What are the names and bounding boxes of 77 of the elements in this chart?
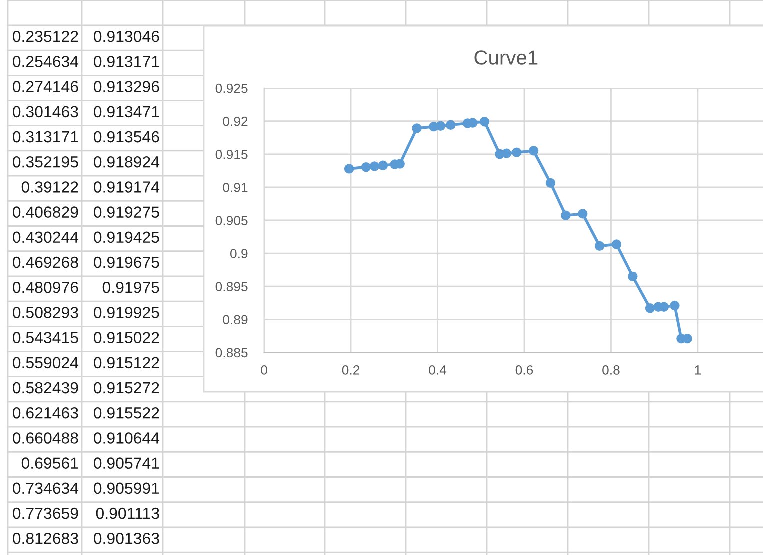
point	[480, 116, 490, 127]
y-tick-label: 0.91	[223, 183, 248, 192]
text: 0.621463	[13, 407, 78, 419]
point	[612, 240, 622, 250]
point	[446, 120, 456, 130]
y-tick-label: 0.885	[216, 348, 248, 358]
y-tick-label: 0.905	[216, 216, 248, 226]
text: 0.313171	[13, 131, 78, 143]
text: 0.352195	[13, 156, 78, 168]
y-tick-label: 0.9	[230, 249, 248, 258]
text: 0.235122	[13, 30, 78, 42]
point	[512, 148, 522, 158]
text: 0.734634	[13, 482, 79, 494]
x-tick-label: 0.6	[516, 366, 534, 375]
point	[436, 121, 446, 132]
text: 0.915522	[94, 407, 160, 419]
x-tick-label: 0	[261, 366, 268, 375]
text: 0.543415	[13, 332, 78, 344]
text: 0.919925	[94, 307, 160, 318]
text: 0.901363	[94, 532, 160, 544]
text: 0.919425	[94, 232, 160, 244]
point	[378, 160, 388, 171]
x-tick-label: 0.2	[342, 366, 360, 375]
chart-title: Curve1	[474, 50, 538, 65]
text: 0.915022	[94, 332, 160, 344]
text: 0.254634	[13, 56, 79, 68]
text: 0.773659	[13, 508, 78, 520]
point	[344, 164, 354, 174]
text: 0.91975	[102, 282, 160, 294]
x-tick-label: 1	[695, 366, 701, 375]
text: 0.919275	[94, 206, 160, 218]
text: 0.430244	[13, 232, 79, 244]
text: 0.905741	[94, 458, 160, 469]
point	[561, 210, 571, 220]
text: 0.913171	[94, 56, 160, 68]
text: 0.915122	[94, 357, 160, 369]
text: 0.69561	[22, 458, 78, 469]
text: 0.559024	[13, 357, 79, 369]
y-tick-label: 0.92	[223, 116, 248, 126]
y-tick-label: 0.925	[216, 84, 248, 94]
text: 0.905991	[94, 482, 160, 494]
text: 0.469268	[13, 256, 78, 268]
text: 0.582439	[13, 382, 78, 394]
point	[502, 148, 512, 158]
text: 0.301463	[13, 106, 78, 118]
text: 0.406829	[13, 206, 78, 218]
point	[645, 304, 656, 314]
y-tick-label: 0.915	[216, 150, 248, 160]
text: 0.910644	[94, 432, 160, 444]
text: 0.812683	[13, 532, 78, 544]
text: 0.915272	[94, 382, 160, 394]
text: 0.901113	[96, 508, 160, 520]
y-tick-label: 0.895	[216, 282, 248, 292]
text: 0.913296	[94, 81, 160, 92]
x-tick-label: 0.8	[602, 366, 620, 375]
text: 0.913046	[94, 30, 160, 42]
text: 0.39122	[22, 182, 78, 193]
text: 0.274146	[13, 81, 78, 92]
point	[578, 209, 588, 219]
text: 0.918924	[94, 156, 160, 168]
text: 0.508293	[13, 307, 78, 318]
point	[546, 178, 556, 188]
y-tick-label: 0.89	[223, 315, 248, 325]
point	[528, 146, 539, 156]
text: 0.660488	[13, 432, 78, 444]
text: 0.480976	[13, 282, 78, 294]
point	[370, 162, 380, 172]
text: 0.919174	[94, 182, 160, 193]
text: 0.919675	[94, 256, 160, 268]
point	[361, 162, 372, 172]
point	[594, 241, 605, 252]
text: 0.913471	[94, 106, 160, 118]
x-tick-label: 0.4	[429, 366, 447, 375]
point	[628, 272, 638, 282]
point	[412, 124, 422, 134]
point	[670, 300, 680, 311]
text: 0.913546	[94, 131, 160, 143]
